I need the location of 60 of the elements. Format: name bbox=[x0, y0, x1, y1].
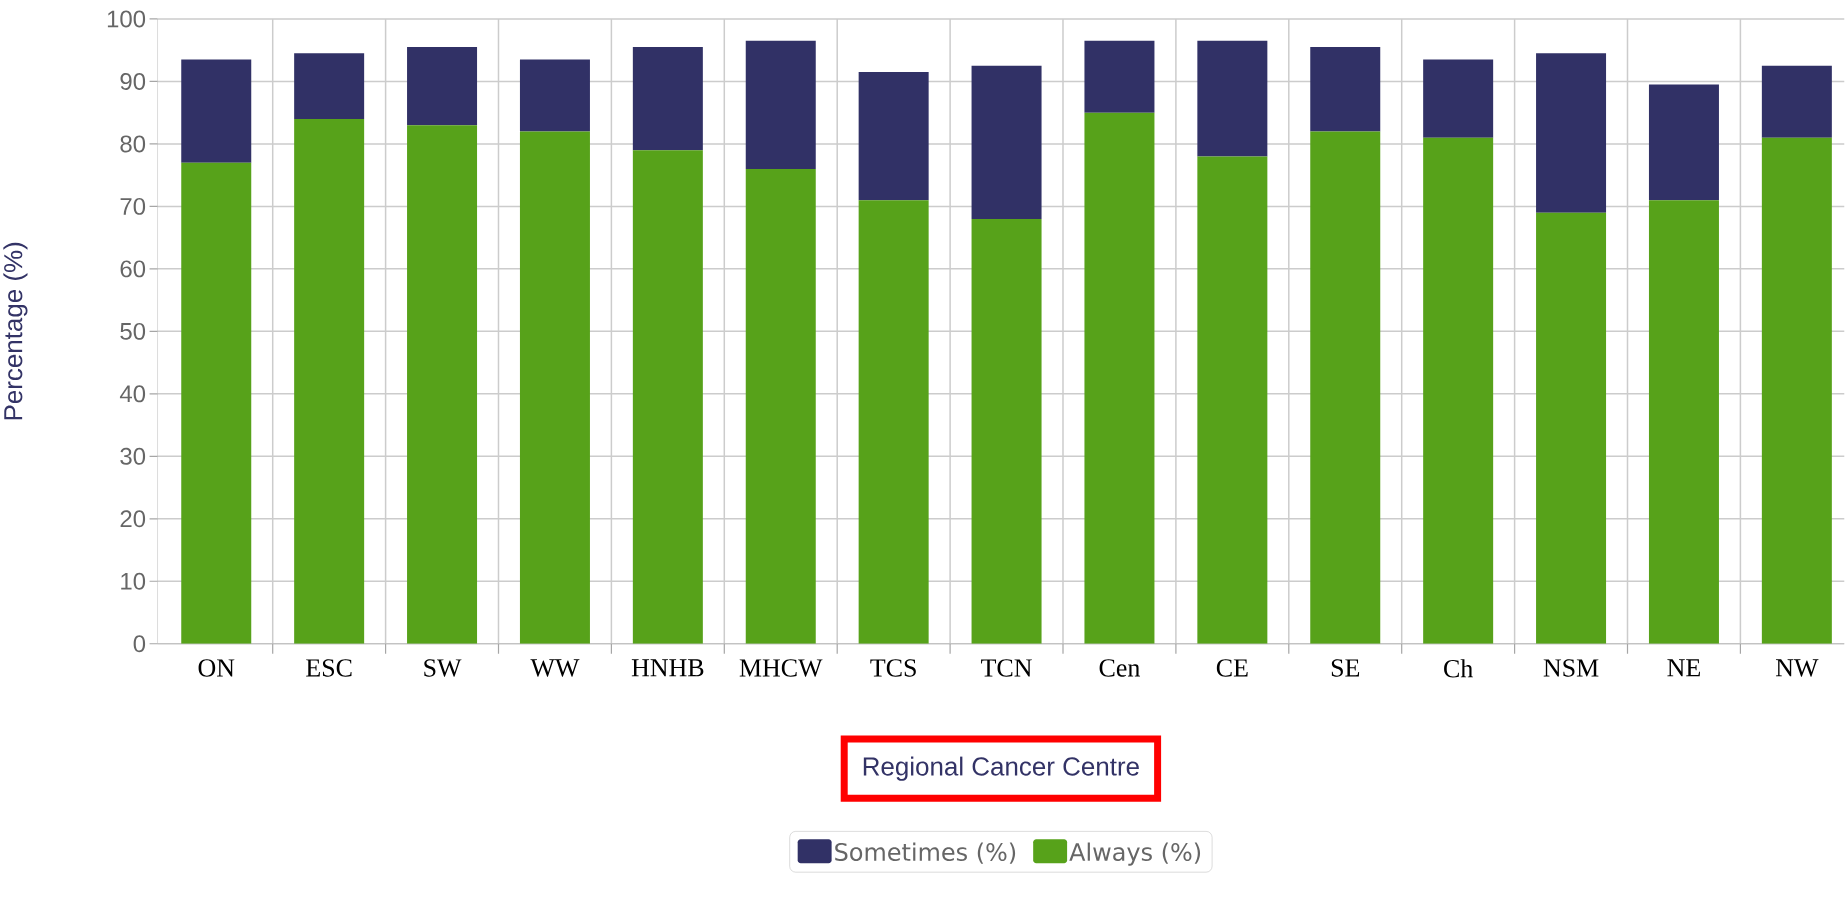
bar bbox=[1310, 46, 1381, 132]
y-tick-label: 80 bbox=[120, 135, 146, 153]
bar bbox=[1536, 53, 1607, 213]
bar bbox=[1648, 200, 1719, 644]
y-tick-label: 90 bbox=[120, 72, 146, 90]
bar bbox=[971, 65, 1042, 219]
y-tick-label: 50 bbox=[120, 322, 146, 340]
bar bbox=[1648, 84, 1719, 201]
x-tick-label: ESC bbox=[306, 659, 352, 677]
y-tick-label: 0 bbox=[133, 635, 146, 653]
bar bbox=[1536, 212, 1607, 644]
bar bbox=[519, 59, 590, 132]
x-tick-label: CE bbox=[1216, 659, 1248, 677]
x-tick-label: NW bbox=[1775, 659, 1819, 677]
bar bbox=[294, 53, 365, 119]
bar bbox=[181, 162, 252, 644]
y-axis-title: Percentage (%) bbox=[3, 242, 28, 420]
bar bbox=[1761, 137, 1832, 644]
x-axis-title: Regional Cancer Centre bbox=[863, 756, 1139, 781]
bar bbox=[407, 46, 478, 126]
bar bbox=[1761, 65, 1832, 138]
bar bbox=[632, 46, 703, 151]
x-tick-label: HNHB bbox=[631, 659, 704, 677]
bar bbox=[1423, 137, 1494, 644]
y-tick-label: 30 bbox=[120, 447, 146, 465]
x-tick-label: NSM bbox=[1543, 659, 1599, 677]
x-tick-label: Cen bbox=[1099, 659, 1140, 677]
y-tick-label: 100 bbox=[107, 10, 146, 28]
bar bbox=[632, 150, 703, 644]
bar bbox=[519, 131, 590, 644]
bar bbox=[1423, 59, 1494, 138]
bar bbox=[1084, 40, 1155, 113]
x-tick-label: SW bbox=[424, 659, 462, 677]
y-tick-label: 20 bbox=[120, 510, 146, 528]
bar bbox=[858, 71, 929, 201]
bar bbox=[858, 200, 929, 644]
bar bbox=[745, 168, 816, 644]
x-tick-label: SE bbox=[1331, 659, 1360, 677]
x-tick-label: MHCW bbox=[739, 659, 823, 677]
x-tick-label: NE bbox=[1667, 659, 1700, 677]
y-tick-label: 70 bbox=[120, 197, 146, 215]
bar bbox=[1084, 112, 1155, 644]
bar bbox=[1310, 131, 1381, 644]
bar bbox=[971, 218, 1042, 644]
legend-label: Sometimes (%) bbox=[835, 842, 1016, 864]
legend-label: Always (%) bbox=[1069, 842, 1201, 866]
y-tick-label: 40 bbox=[119, 385, 146, 403]
bar bbox=[294, 118, 365, 644]
y-tick-label: 60 bbox=[120, 260, 146, 278]
x-tick-label: Ch bbox=[1444, 659, 1473, 678]
bar bbox=[181, 59, 252, 163]
x-tick-label: ON bbox=[198, 659, 235, 677]
bar bbox=[745, 40, 816, 169]
bar bbox=[1197, 156, 1268, 644]
x-tick-label: TCS bbox=[870, 659, 916, 677]
x-tick-label: TCN bbox=[981, 659, 1032, 677]
y-tick-label: 10 bbox=[121, 572, 146, 590]
bar bbox=[407, 125, 478, 644]
x-tick-label: WW bbox=[530, 659, 580, 677]
bar bbox=[1197, 40, 1268, 157]
